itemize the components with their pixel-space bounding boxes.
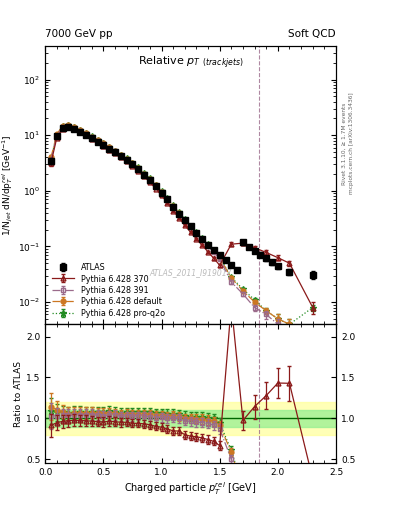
- Text: mcplots.cern.ch [arXiv:1306.3436]: mcplots.cern.ch [arXiv:1306.3436]: [349, 93, 354, 194]
- X-axis label: Charged particle $p_{T}^{rel}$ [GeV]: Charged particle $p_{T}^{rel}$ [GeV]: [125, 480, 257, 497]
- Text: 7000 GeV pp: 7000 GeV pp: [45, 29, 113, 39]
- Text: Soft QCD: Soft QCD: [288, 29, 336, 39]
- Y-axis label: 1/N$_{jet}$ dN/dp$_{T}^{rel}$ [GeV$^{-1}$]: 1/N$_{jet}$ dN/dp$_{T}^{rel}$ [GeV$^{-1}…: [1, 134, 15, 236]
- Bar: [45, 410, 336, 426]
- Y-axis label: Ratio to ATLAS: Ratio to ATLAS: [14, 361, 23, 427]
- Legend: ATLAS, Pythia 6.428 370, Pythia 6.428 391, Pythia 6.428 default, Pythia 6.428 pr: ATLAS, Pythia 6.428 370, Pythia 6.428 39…: [49, 261, 167, 320]
- Text: Relative $p_{T}$ $_{(track jets)}$: Relative $p_{T}$ $_{(track jets)}$: [138, 54, 244, 71]
- Bar: [45, 402, 336, 435]
- Text: ATLAS_2011_I919017: ATLAS_2011_I919017: [149, 268, 232, 277]
- Text: Rivet 3.1.10, ≥ 1.7M events: Rivet 3.1.10, ≥ 1.7M events: [342, 102, 346, 184]
